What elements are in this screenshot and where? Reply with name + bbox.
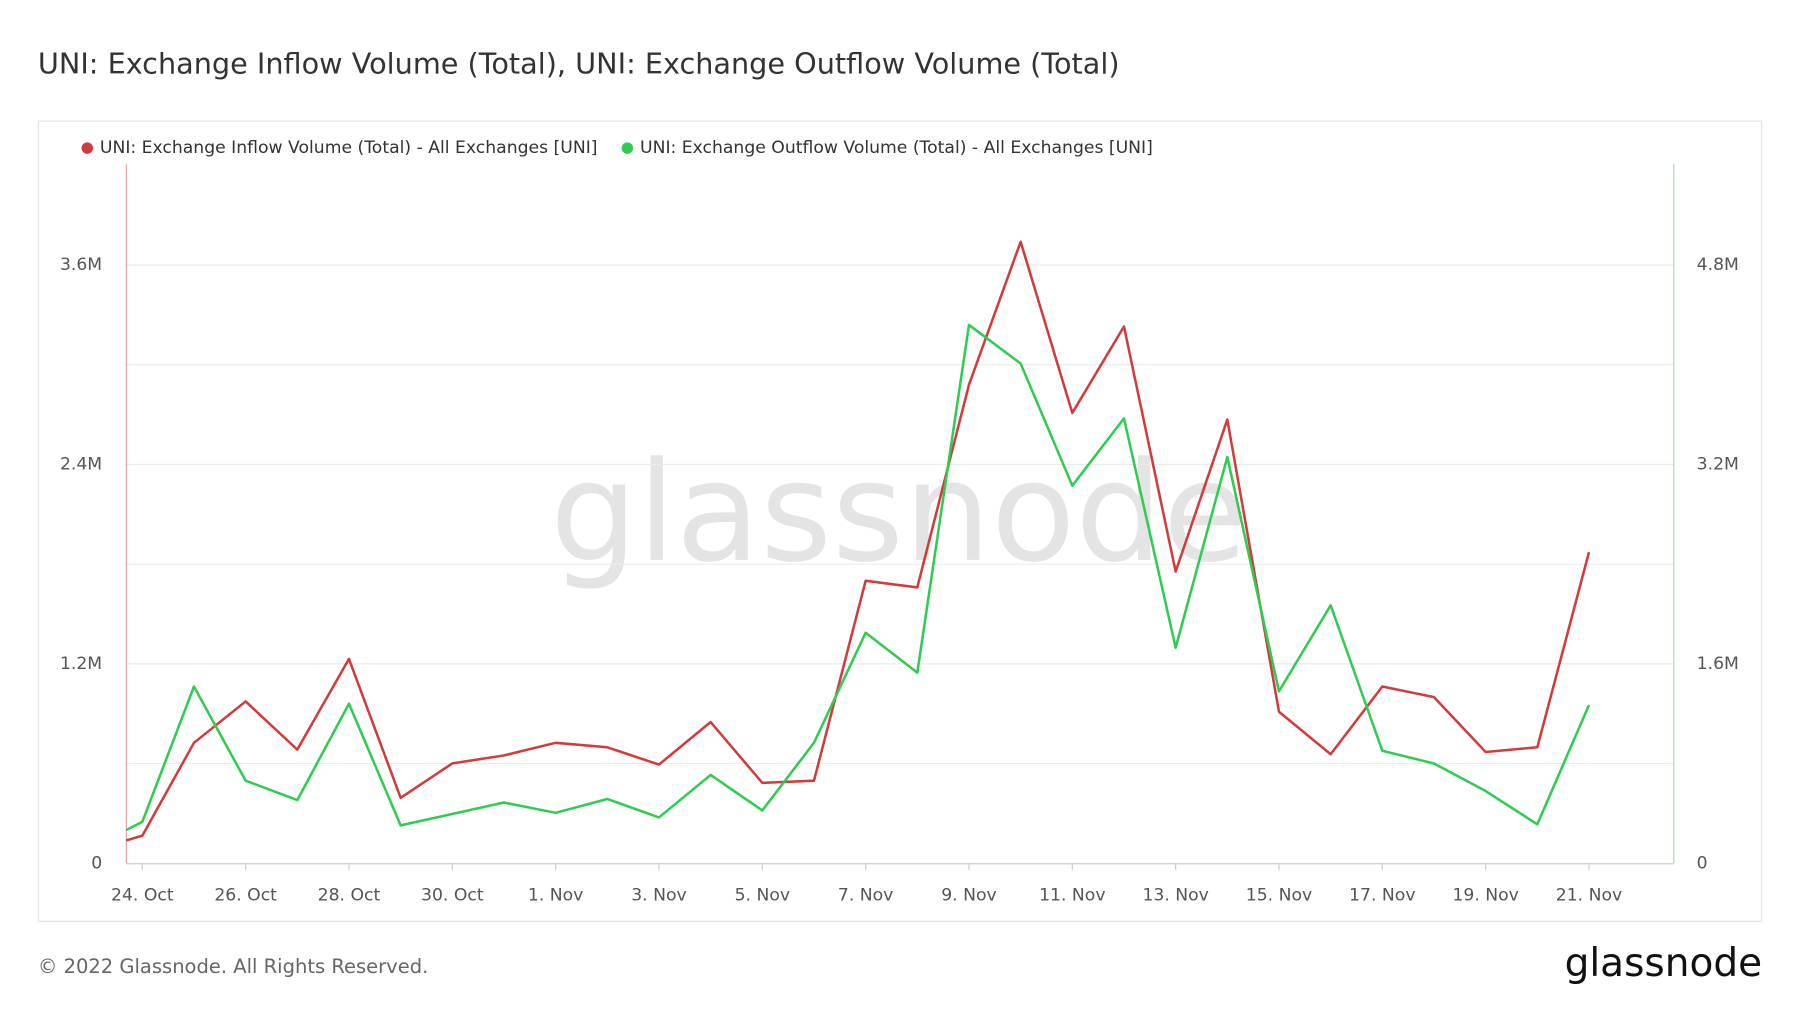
x-tick-label: 19. Nov: [1452, 885, 1518, 905]
chart-frame: [37, 120, 1763, 922]
legend-marker: [621, 142, 634, 154]
series-line: [125, 323, 1591, 832]
y-tick-label: 0: [91, 853, 102, 873]
legend-label: UNI: Exchange Inflow Volume (Total) - Al…: [100, 138, 598, 158]
footer: © 2022 Glassnode. All Rights Reserved.: [38, 955, 428, 978]
y-tick-label: 1.2M: [60, 654, 102, 674]
x-tick-label: 15. Nov: [1246, 885, 1312, 905]
x-tick-label: 28. Oct: [318, 885, 381, 905]
x-tick-label: 5. Nov: [735, 885, 790, 905]
y2-tick-label: 3.2M: [1697, 455, 1739, 475]
legend-marker: [81, 142, 93, 154]
x-tick-label: 30. Oct: [421, 885, 484, 905]
y2-tick-label: 4.8M: [1697, 255, 1739, 275]
legend-label: UNI: Exchange Outflow Volume (Total) - A…: [640, 138, 1153, 158]
x-tick-label: 21. Nov: [1556, 885, 1622, 905]
x-tick-label: 13. Nov: [1142, 885, 1208, 905]
y2-tick-label: 1.6M: [1697, 654, 1739, 674]
y-tick-label: 3.6M: [60, 255, 102, 275]
watermark: glassnode: [550, 433, 1247, 593]
x-tick-label: 3. Nov: [631, 885, 686, 905]
series-line: [125, 240, 1591, 842]
x-tick-label: 24. Oct: [111, 885, 174, 905]
x-tick-label: 7. Nov: [838, 885, 893, 905]
x-tick-label: 17. Nov: [1349, 885, 1415, 905]
y-tick-label: 2.4M: [60, 454, 102, 474]
x-tick-label: 11. Nov: [1039, 885, 1105, 905]
chart-title: UNI: Exchange Inflow Volume (Total), UNI…: [38, 46, 1120, 80]
logo: glassnode: [1565, 941, 1763, 986]
x-tick-label: 9. Nov: [941, 885, 996, 905]
x-tick-label: 1. Nov: [528, 885, 583, 905]
y2-tick-label: 0: [1697, 853, 1708, 873]
x-tick-label: 26. Oct: [214, 885, 277, 905]
